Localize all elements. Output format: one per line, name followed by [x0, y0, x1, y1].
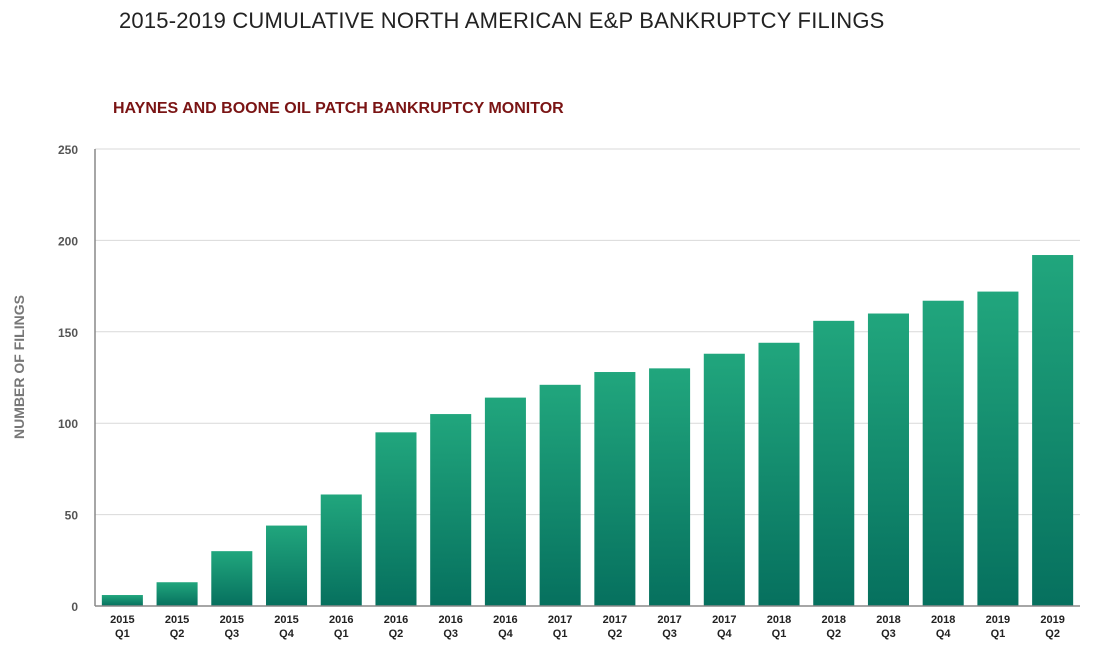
x-tick-label: 2019 [986, 614, 1010, 626]
x-tick-label: Q1 [334, 628, 349, 640]
x-tick-label: 2019 [1040, 614, 1064, 626]
x-tick-label: 2015 [220, 614, 244, 626]
y-tick-label: 0 [71, 600, 78, 614]
x-tick-label: 2016 [329, 614, 353, 626]
x-tick-label: Q3 [881, 628, 896, 640]
x-tick-label: Q4 [717, 628, 733, 640]
bar [867, 313, 909, 606]
x-tick-label: 2018 [822, 614, 846, 626]
y-tick-label: 200 [58, 234, 78, 248]
y-tick-label: 50 [65, 509, 79, 523]
bar [320, 494, 362, 606]
bar [813, 320, 855, 606]
y-tick-label: 100 [58, 417, 78, 431]
x-tick-label: 2016 [438, 614, 462, 626]
bar [484, 397, 526, 606]
bar [594, 372, 636, 606]
chart-subtitle: HAYNES AND BOONE OIL PATCH BANKRUPTCY MO… [113, 100, 564, 117]
x-tick-label: 2018 [767, 614, 791, 626]
y-axis-label: NUMBER OF FILINGS [11, 295, 27, 439]
bar [539, 384, 581, 606]
bar [649, 368, 691, 606]
bar [211, 551, 253, 606]
x-tick-label: 2017 [548, 614, 572, 626]
x-tick-label: Q1 [772, 628, 787, 640]
x-tick-label: 2017 [603, 614, 627, 626]
x-tick-label: Q2 [1045, 628, 1060, 640]
x-tick-label: Q1 [553, 628, 568, 640]
x-tick-label: Q2 [389, 628, 404, 640]
x-tick-label: Q2 [826, 628, 841, 640]
x-tick-label: 2015 [165, 614, 189, 626]
x-tick-label: 2018 [931, 614, 955, 626]
bar [375, 432, 417, 606]
chart-title: 2015-2019 CUMULATIVE NORTH AMERICAN E&P … [119, 8, 885, 33]
x-tick-label: Q4 [279, 628, 295, 640]
bar [101, 595, 143, 606]
x-tick-label: 2017 [712, 614, 736, 626]
x-tick-label: 2015 [274, 614, 298, 626]
x-tick-label: 2018 [876, 614, 900, 626]
y-tick-label: 250 [58, 143, 78, 157]
bar [156, 582, 198, 606]
bar [758, 342, 800, 606]
x-tick-label: 2017 [657, 614, 681, 626]
bar [703, 353, 745, 606]
x-tick-label: Q3 [224, 628, 239, 640]
x-tick-label: Q2 [170, 628, 185, 640]
bar [1032, 255, 1074, 607]
x-tick-label: 2016 [493, 614, 517, 626]
x-tick-label: Q4 [936, 628, 952, 640]
x-tick-label: 2015 [110, 614, 134, 626]
x-tick-label: Q3 [443, 628, 458, 640]
x-tick-label: 2016 [384, 614, 408, 626]
x-tick-label: Q1 [115, 628, 130, 640]
bar [430, 414, 472, 606]
x-tick-label: Q4 [498, 628, 514, 640]
bar [922, 300, 964, 606]
x-tick-label: Q1 [991, 628, 1006, 640]
x-tick-label: Q2 [608, 628, 623, 640]
bar [266, 525, 308, 606]
x-tick-label: Q3 [662, 628, 677, 640]
y-tick-label: 150 [58, 326, 78, 340]
bar [977, 291, 1019, 606]
